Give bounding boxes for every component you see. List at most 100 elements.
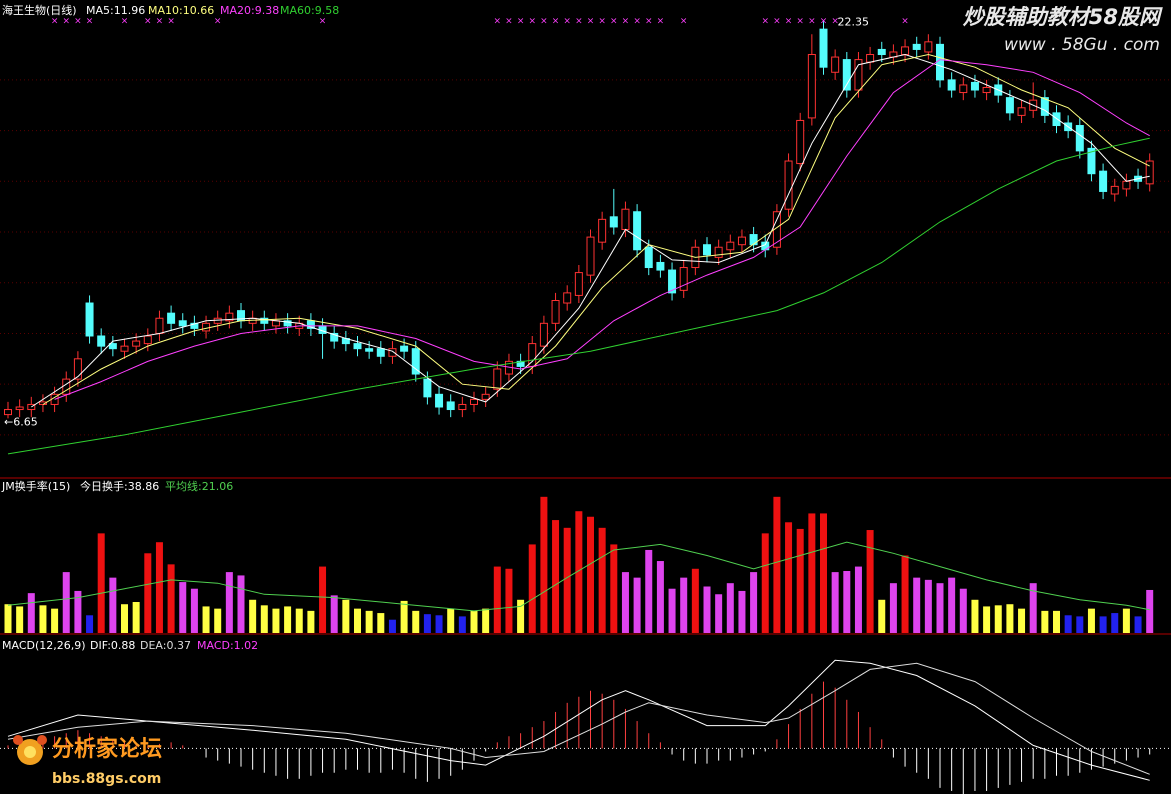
candle-body [1040,97,1049,116]
signal-mark: × [528,17,536,27]
candle-body [831,56,840,73]
candle-body [388,348,397,357]
line [7,137,1150,455]
bar [645,549,653,633]
bar [959,588,967,633]
bar [400,600,408,633]
candle-body [1052,112,1061,127]
candle-body [376,348,385,357]
bar [295,608,303,633]
bar [202,606,210,633]
signal-mark: × [680,17,688,27]
bar [260,605,268,633]
candle-body [470,398,478,405]
candle-body [1075,125,1084,152]
candle-body [1005,97,1014,114]
candle-body [633,211,642,251]
bar [1006,604,1014,633]
plot-layer: 22.35←6.65× × × × × × × × × × × × × × × × × × × × × × × × × × × × × ×… [0,15,1171,794]
bar [505,568,513,633]
bar [587,516,594,633]
candle-body [202,322,211,332]
candle-body [959,84,968,94]
bar [319,566,327,633]
signal-mark: × [319,17,327,27]
legend-entry: DIF:0.88 [90,639,135,652]
bar [785,522,793,633]
bar [144,553,152,633]
candle-body [446,401,455,411]
bar [1076,616,1084,633]
candle-body [400,345,409,352]
candle-body [982,86,991,94]
bar [540,496,548,633]
bar [1087,608,1095,633]
bar [866,530,874,633]
candle-body [225,312,234,322]
candle-body [854,59,863,91]
signal-mark: × [610,17,618,27]
bar [179,582,187,633]
candle-body [73,358,82,380]
candle-body [365,348,374,352]
candle-body [819,28,828,68]
bar [435,615,443,633]
candle-body [423,378,432,398]
candle-body [1110,185,1119,195]
signal-mark: × [633,17,641,27]
candle-body [132,340,141,347]
bar [307,610,315,633]
bar [924,579,932,633]
panel-subtitle: 今日换手:38.86 [80,479,159,493]
bar [447,608,455,633]
bar [1018,608,1026,633]
bar [377,613,385,633]
bar [971,599,979,633]
bar [121,604,128,633]
bar [109,577,117,633]
chart-title: 海王生物(日线) [2,3,77,17]
candle-body [726,241,735,251]
line [31,53,1150,408]
watermark: 炒股辅助教材58股网 [963,5,1163,29]
bar [27,593,35,633]
legend-entry: MA10:10.66 [148,4,214,17]
bar [4,604,12,633]
candle-body [586,236,595,276]
logo-url: bbs.88gs.com [52,771,161,787]
signal-mark: × [51,17,59,27]
bar [86,615,94,633]
bar [563,527,571,633]
candle-body [85,302,94,337]
bar [342,599,350,633]
candle-body [306,320,315,329]
candle-body [1087,147,1096,175]
signal-mark: × [62,17,70,27]
candle-body [842,59,851,91]
bar [493,566,501,633]
legend-entry: MA60:9.58 [280,4,339,17]
candle-body [271,320,280,327]
candle-body [574,272,583,296]
signal-mark: × [156,17,164,27]
signal-mark: × [144,17,152,27]
bar [598,527,606,633]
signal-mark: × [214,17,222,27]
signal-mark: × [86,17,94,27]
signal-mark: × [901,17,909,27]
candle-body [912,43,921,50]
bar [284,606,292,633]
bar [820,513,827,633]
candle-body [679,267,688,291]
candle-body [551,299,560,324]
signal-mark: × [540,17,548,27]
signal-mark: × [598,17,606,27]
signal-mark: × [645,17,653,27]
bar [132,602,140,633]
panel-title: MACD(12,26,9) [2,639,86,652]
candle-body [330,332,339,342]
candle-body [4,409,12,416]
line [7,659,1150,781]
